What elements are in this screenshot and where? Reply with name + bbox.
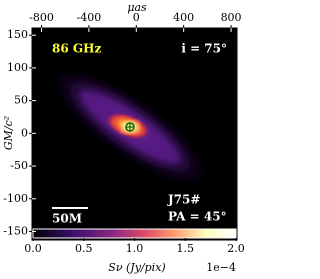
center-marker — [125, 122, 135, 132]
pa-label: PA = 45° — [168, 210, 227, 224]
y-tick-label: -50 — [10, 159, 28, 172]
colorbar-offset: 1e−4 — [206, 261, 236, 274]
colorbar-tick-label: 1.0 — [126, 242, 144, 255]
inclination-label: i = 75° — [181, 42, 227, 56]
model-label: J75# — [167, 193, 200, 207]
colorbar-tick-label: 2.0 — [227, 242, 245, 255]
x-tick-label: 0 — [133, 11, 140, 24]
y-tick-label: 50 — [14, 94, 28, 107]
colorbar-label: Sν (Jy/pix) — [108, 261, 165, 274]
colorbar-tick-label: 0.5 — [75, 242, 93, 255]
frequency-label: 86 GHz — [52, 42, 101, 56]
x-tick-label: -400 — [77, 11, 102, 24]
y-tick-label: 100 — [7, 61, 28, 74]
colorbar-tick-label: 1.5 — [177, 242, 195, 255]
x-tick-label: -800 — [29, 11, 54, 24]
y-tick-label: 150 — [7, 28, 28, 41]
y-tick-label: -100 — [3, 192, 28, 205]
y-tick-label: -150 — [3, 224, 28, 237]
y-tick-label: 0 — [21, 126, 28, 139]
y-axis-label: GM/c² — [2, 116, 15, 150]
chart: 86 GHz i = 75° J75# PA = 45° 50M μas GM/… — [2, 1, 245, 274]
scale-bar-label: 50M — [52, 212, 82, 226]
x-axis-label: μas — [127, 1, 147, 14]
colorbar — [32, 228, 237, 239]
x-tick-label: 800 — [221, 11, 242, 24]
colorbar-tick-label: 0.0 — [24, 242, 42, 255]
x-tick-label: 400 — [173, 11, 194, 24]
